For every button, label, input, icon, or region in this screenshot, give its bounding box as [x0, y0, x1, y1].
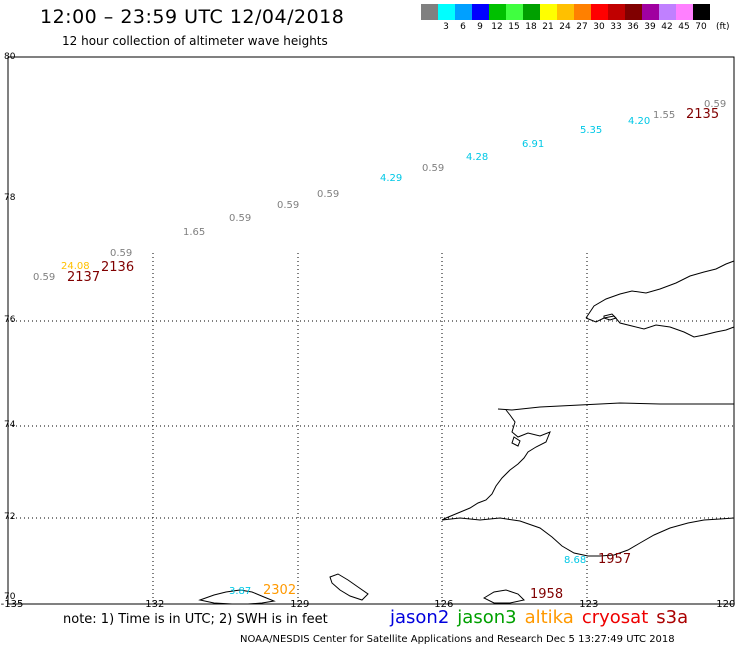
legend-unit: (ft) [716, 22, 730, 32]
legend-swatch-label: 6 [460, 22, 466, 32]
legend-swatch-label: 27 [576, 22, 588, 32]
legend-swatch-label: 9 [477, 22, 483, 32]
legend-swatch-label: 24 [559, 22, 571, 32]
swh-label: 0.59 [704, 99, 727, 110]
coastline-east-shore [441, 409, 551, 521]
lat-label-76: 76 [4, 315, 16, 325]
lon-label-126: -126 [430, 599, 454, 610]
color-scale-legend [421, 4, 710, 20]
swh-label: 8.68 [564, 555, 587, 566]
legend-swatch-label: 12 [491, 22, 503, 32]
lon-label-132: -132 [141, 599, 165, 610]
footer-credit: NOAA/NESDIS Center for Satellite Applica… [240, 634, 675, 645]
legend-swatch [676, 4, 693, 20]
swh-label: 6.91 [522, 139, 545, 150]
legend-swatch [472, 4, 489, 20]
swh-label: 0.59 [317, 189, 340, 200]
coastline-north-south-shore [585, 315, 735, 338]
lon-label-129: -129 [286, 599, 310, 610]
legend-swatch [523, 4, 540, 20]
lat-label-80: 80 [4, 52, 16, 62]
legend-swatch [421, 4, 438, 20]
pass-label: 2302 [263, 583, 297, 598]
pass-label: 1958 [530, 587, 564, 602]
legend-swatch [438, 4, 455, 20]
legend-swatch [540, 4, 557, 20]
legend-swatch-label: 21 [542, 22, 554, 32]
legend-swatch [625, 4, 642, 20]
coastline [198, 260, 735, 605]
legend-swatch-label: 30 [593, 22, 605, 32]
swh-label: 1.65 [183, 227, 206, 238]
legend-swatch [642, 4, 659, 20]
swh-label: 0.59 [422, 163, 445, 174]
legend-swatch-label: 18 [525, 22, 537, 32]
swh-label: 0.59 [229, 213, 252, 224]
lat-label-78: 78 [4, 193, 16, 203]
pass-label: 2135 [686, 107, 720, 122]
lat-label-74: 74 [4, 420, 16, 430]
lon-label-120: -120 [712, 599, 736, 610]
island-bottom-right [482, 589, 526, 604]
coastline-south [441, 517, 735, 557]
pass-label: 1957 [598, 552, 632, 567]
legend-swatch [455, 4, 472, 20]
island-bottom-left [198, 589, 276, 605]
satellite-name: cryosat [581, 607, 649, 628]
satellite-name: jason2 [390, 607, 450, 628]
satellite-name: s3a [656, 607, 689, 628]
swh-label: 0.59 [33, 272, 56, 283]
map-frame [7, 56, 735, 605]
lon-gridlines [152, 253, 588, 604]
swh-label: 5.35 [580, 125, 603, 136]
lat-label-70: 70 [4, 592, 16, 602]
lat-label-72: 72 [4, 512, 16, 522]
chart-title: 12:00 – 23:59 UTC 12/04/2018 [40, 6, 345, 28]
lon-label-123: -123 [575, 599, 599, 610]
legend-swatch-label: 70 [695, 22, 707, 32]
legend-swatch-label: 42 [661, 22, 673, 32]
coastline-middle [497, 402, 734, 411]
island-small [603, 313, 617, 321]
legend-swatch [489, 4, 506, 20]
coastline-north [585, 260, 735, 319]
swh-label: 4.29 [380, 173, 403, 184]
lon-label-135: -135 [0, 599, 24, 610]
swh-label: 0.59 [277, 200, 300, 211]
satellite-legend: jason2 jason3 altika cryosat s3a [390, 607, 696, 628]
swh-label: 0.59 [110, 248, 133, 259]
satellite-name: altika [524, 607, 574, 628]
swh-label: 4.28 [466, 152, 489, 163]
swh-label: 1.55 [653, 110, 676, 121]
legend-swatch [574, 4, 591, 20]
swh-label: 24.08 [61, 261, 90, 272]
legend-swatch [591, 4, 608, 20]
satellite-name: jason3 [457, 607, 517, 628]
island-bay [511, 436, 521, 447]
legend-swatch [557, 4, 574, 20]
footer-note: note: 1) Time is in UTC; 2) SWH is in fe… [63, 612, 328, 627]
island-bottom [329, 573, 369, 601]
legend-swatch-label: 3 [443, 22, 449, 32]
pass-label: 2136 [101, 260, 135, 275]
legend-swatch-label: 36 [627, 22, 639, 32]
legend-swatch [693, 4, 710, 20]
lat-gridlines [8, 320, 734, 519]
legend-swatch-label: 15 [508, 22, 520, 32]
legend-swatch [659, 4, 676, 20]
legend-swatch-label: 39 [644, 22, 656, 32]
chart-subtitle: 12 hour collection of altimeter wave hei… [62, 34, 328, 48]
legend-swatch-label: 33 [610, 22, 622, 32]
legend-swatch-label: 45 [678, 22, 690, 32]
swh-label: 4.20 [628, 116, 651, 127]
legend-swatch [608, 4, 625, 20]
legend-swatch [506, 4, 523, 20]
swh-label: 3.87 [229, 586, 252, 597]
pass-label: 2137 [67, 270, 101, 285]
